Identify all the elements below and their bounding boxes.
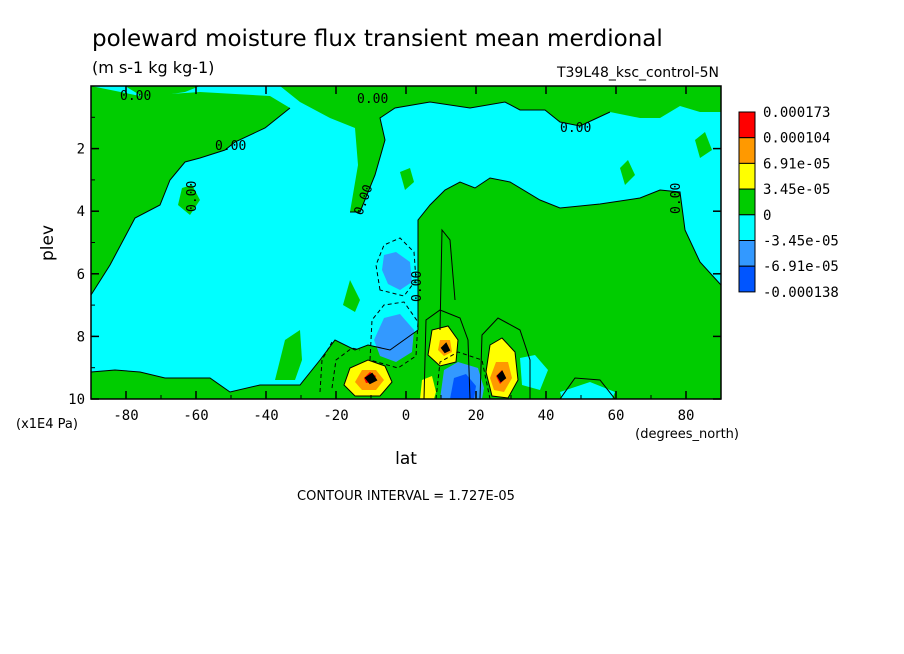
positive-contour-2: [485, 337, 519, 399]
negative-contour-1: [375, 237, 417, 297]
legend-swatch: [738, 162, 756, 190]
green-blob-1: [178, 185, 200, 215]
green-region-upper-left: [91, 86, 290, 295]
units-label: (m s-1 kg kg-1): [92, 58, 214, 77]
x-tick-label: 60: [608, 408, 625, 424]
zero-contour-line-4: [91, 329, 419, 393]
y-axis-unit: (x1E4 Pa): [16, 417, 78, 432]
positive-contour-7: [559, 377, 616, 399]
blue-region-low: [374, 314, 414, 362]
zero-contour-line-2: [350, 101, 611, 213]
x-tick-label: -40: [253, 408, 278, 424]
contour-label: 0.00: [215, 139, 246, 154]
legend-label: 0.000173: [763, 105, 830, 121]
contour-label: 0.00: [357, 92, 388, 107]
cyan-patch-1: [520, 355, 548, 390]
green-region-upper-south: [91, 86, 721, 212]
negative-contour-4: [319, 341, 333, 393]
x-tick-label: -60: [183, 408, 208, 424]
positive-contour-1: [343, 359, 393, 397]
filled-contours: [91, 86, 721, 399]
green-blob-3: [620, 160, 635, 185]
blue-region-mid: [382, 252, 412, 290]
contour-label: 0.00: [185, 181, 200, 212]
contour-interval-text: CONTOUR INTERVAL = 1.727E-05: [297, 489, 515, 504]
legend-swatch: [738, 137, 756, 164]
negative-contour-5: [435, 351, 491, 399]
y-tick-label: 2: [77, 142, 85, 158]
legend-swatch: [738, 240, 756, 267]
positive-contour-6: [439, 228, 456, 331]
max-marker-3: [440, 342, 451, 354]
y-tick-label: 4: [77, 204, 85, 220]
y-tick-label: 8: [77, 329, 85, 345]
x-tick-label: 20: [468, 408, 485, 424]
negative-contour-2: [369, 301, 419, 369]
legend-swatch: [738, 111, 756, 139]
legend-swatch: [738, 188, 756, 216]
contour-label: 0.00: [410, 271, 425, 302]
green-blob-4: [695, 132, 712, 158]
x-tick-label: -80: [113, 408, 138, 424]
contour-label: 0.00: [669, 183, 684, 214]
legend-label: -0.000138: [763, 285, 839, 301]
green-blob-6: [343, 280, 360, 312]
x-tick-label: 0: [402, 408, 410, 424]
cyan-patch-2: [560, 382, 615, 399]
color-legend: 0.000173 0.000104 6.91e-05 3.45e-05 0 -3.45e-…: [738, 105, 839, 301]
zero-contour-line-3: [417, 177, 721, 330]
x-axis-label: lat: [395, 449, 417, 469]
y-tick-label: 10: [68, 392, 85, 408]
x-tick-label: 80: [678, 408, 695, 424]
positive-contour-5: [423, 309, 471, 399]
y-tick-label: 6: [77, 267, 85, 283]
positive-contour-3: [427, 325, 459, 367]
legend-label: -6.91e-05: [763, 259, 839, 275]
x-tick-label: 40: [538, 408, 555, 424]
x-axis-unit: (degrees_north): [635, 427, 739, 442]
max-marker-2: [496, 370, 507, 383]
legend-label: 3.45e-05: [763, 182, 830, 198]
legend-swatch: [738, 265, 756, 293]
chart-title: poleward moisture flux transient mean me…: [92, 26, 663, 52]
legend-label: 0: [763, 208, 771, 224]
contour-label: 0.00: [120, 89, 151, 104]
contour-labels: 0.00 0.00 0.00 0.00 0.00 0.00 0.00 0.00: [120, 89, 684, 302]
negative-contour-3: [331, 347, 361, 389]
legend-label: 6.91e-05: [763, 156, 830, 172]
experiment-label: T39L48_ksc_control-5N: [556, 65, 719, 81]
green-region-lower-south: [91, 330, 418, 399]
legend-label: 0.000104: [763, 131, 830, 147]
legend-label: -3.45e-05: [763, 234, 839, 250]
green-blob-2: [400, 168, 414, 190]
green-blob-5: [275, 330, 302, 380]
zero-contour-line-1: [91, 107, 291, 296]
legend-swatch: [738, 214, 756, 242]
max-marker-1: [364, 372, 378, 385]
x-tick-label: -20: [323, 408, 348, 424]
contour-label: 0.00: [560, 121, 591, 136]
y-axis-label: plev: [38, 225, 58, 261]
positive-contour-4: [479, 317, 531, 399]
